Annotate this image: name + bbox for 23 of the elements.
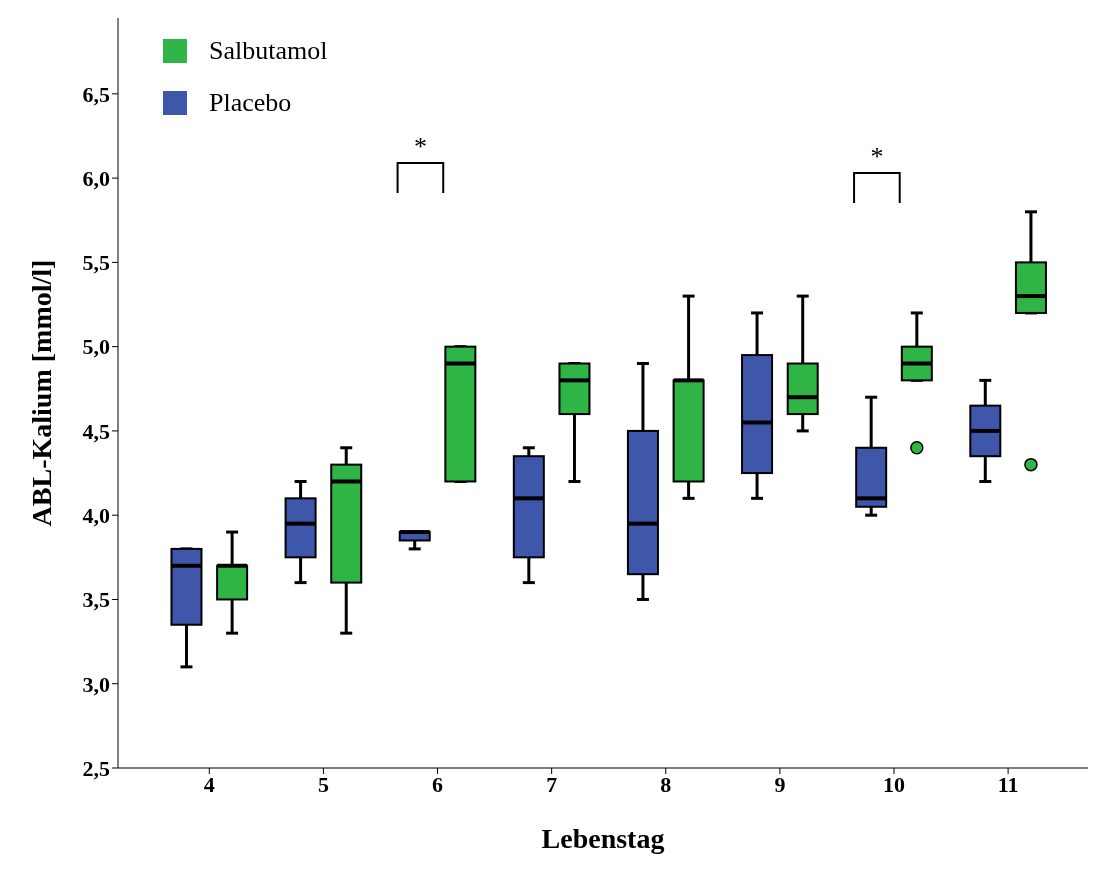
x-tick-label: 8 bbox=[660, 771, 672, 797]
annotation: * bbox=[413, 131, 427, 161]
y-tick-label: 5,5 bbox=[82, 250, 110, 276]
y-tick-label: 6,0 bbox=[82, 165, 110, 191]
y-axis-title: ABL-Kalium [mmol/l] bbox=[25, 259, 57, 527]
annotation: * bbox=[870, 142, 884, 172]
y-tick-label: 4,5 bbox=[82, 418, 110, 444]
x-tick-label: 5 bbox=[317, 771, 329, 797]
x-tick-label: 4 bbox=[203, 771, 215, 797]
y-tick-label: 3,0 bbox=[82, 671, 110, 697]
y-tick-label: 6,5 bbox=[82, 81, 110, 107]
x-tick-label: 6 bbox=[432, 771, 444, 797]
x-tick-label: 10 bbox=[883, 771, 905, 797]
y-tick-label: 3,5 bbox=[82, 587, 110, 613]
x-tick-label: 11 bbox=[997, 771, 1019, 797]
y-tick-label: 5,0 bbox=[82, 334, 110, 360]
legend-label: Placebo bbox=[209, 88, 292, 118]
x-tick-label: 9 bbox=[774, 771, 786, 797]
y-tick-label: 2,5 bbox=[82, 755, 110, 781]
legend-label: Salbutamol bbox=[209, 36, 328, 66]
y-tick-label: 4,0 bbox=[82, 503, 110, 528]
x-tick-label: 7 bbox=[546, 771, 558, 797]
x-axis-title: Lebenstag bbox=[541, 823, 665, 854]
